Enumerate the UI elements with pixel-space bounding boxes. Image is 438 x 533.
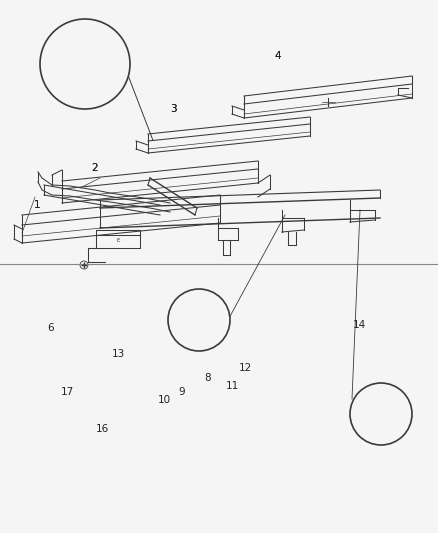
Text: 16: 16 bbox=[96, 424, 110, 434]
Text: 6: 6 bbox=[47, 323, 54, 333]
Text: 15: 15 bbox=[374, 435, 388, 445]
Text: E: E bbox=[117, 238, 120, 244]
Text: 5: 5 bbox=[78, 88, 85, 98]
Text: 17: 17 bbox=[61, 387, 74, 397]
Text: 1: 1 bbox=[34, 200, 41, 210]
Text: 9: 9 bbox=[178, 387, 185, 397]
Circle shape bbox=[168, 289, 230, 351]
Text: 1: 1 bbox=[34, 200, 41, 210]
Text: 5: 5 bbox=[78, 88, 85, 98]
Circle shape bbox=[350, 383, 412, 445]
Text: 2: 2 bbox=[91, 163, 98, 173]
Text: 10: 10 bbox=[158, 395, 171, 405]
Text: 14: 14 bbox=[353, 320, 366, 330]
Text: 4: 4 bbox=[275, 51, 282, 61]
Circle shape bbox=[40, 19, 130, 109]
Text: 11: 11 bbox=[226, 382, 239, 391]
Text: 3: 3 bbox=[170, 104, 177, 114]
Text: 12: 12 bbox=[239, 363, 252, 373]
Text: 8: 8 bbox=[205, 374, 212, 383]
Text: 7: 7 bbox=[196, 291, 203, 301]
Text: 13: 13 bbox=[112, 350, 125, 359]
Text: 4: 4 bbox=[275, 51, 282, 61]
Text: 2: 2 bbox=[91, 163, 98, 173]
Text: 3: 3 bbox=[170, 104, 177, 114]
